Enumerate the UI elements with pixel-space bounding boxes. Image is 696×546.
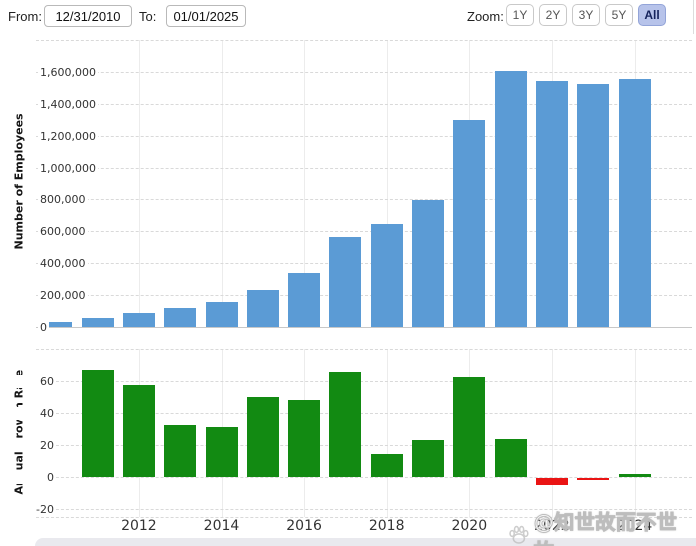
employees-ytick-600000: 600,000 xyxy=(38,225,88,239)
zoom-label: Zoom: xyxy=(467,9,504,24)
x-axis-label-2020: 2020 xyxy=(451,518,488,534)
to-label: To: xyxy=(139,9,157,24)
employees-axis-title: Number of Employees xyxy=(12,113,26,250)
employees-ytick-800000: 800,000 xyxy=(38,193,88,207)
employees-bar-2010[interactable] xyxy=(40,321,73,327)
employees-gridline-1600000 xyxy=(36,71,692,73)
watermark-text: @知世故而不世故 xyxy=(533,510,678,546)
zoom-button-group: 1Y 2Y 3Y 5Y All xyxy=(506,4,666,28)
employees-gridline-1800000 xyxy=(36,40,692,41)
paw-logo-icon xyxy=(509,525,529,544)
employees-bar-2022[interactable] xyxy=(535,81,568,327)
growth-bar-2016[interactable] xyxy=(288,400,321,477)
growth-ytick--20: -20 xyxy=(12,503,56,516)
x-axis-label-2022: 2022 xyxy=(534,518,570,534)
growth-bar-2017[interactable] xyxy=(329,371,362,477)
employees-gridline-600000 xyxy=(36,231,692,233)
vgridline-bottom-2022 xyxy=(551,349,553,517)
growth-bar-2018[interactable] xyxy=(370,453,403,477)
growth-gridline--25 xyxy=(36,517,692,518)
growth-bar-2022[interactable] xyxy=(535,478,568,485)
growth-gridline-80 xyxy=(36,349,692,350)
employees-bar-2024[interactable] xyxy=(618,78,651,327)
employees-bar-2023[interactable] xyxy=(577,83,610,327)
vgridline-bottom-2018 xyxy=(386,349,388,517)
growth-bar-2011[interactable] xyxy=(81,370,114,477)
from-label: From: xyxy=(8,9,42,24)
employees-bar-2020[interactable] xyxy=(453,120,486,327)
employees-gridline-400000 xyxy=(36,263,692,265)
employees-bar-2012[interactable] xyxy=(122,312,155,327)
employees-bar-2019[interactable] xyxy=(412,199,444,327)
growth-ytick-60: 60 xyxy=(12,375,56,388)
employees-gridline-1200000 xyxy=(36,135,692,137)
employees-x-axis-line xyxy=(36,327,692,328)
zoom-button-all[interactable]: All xyxy=(638,4,666,26)
x-axis-label-2012: 2012 xyxy=(121,518,157,534)
to-date-input[interactable] xyxy=(166,5,246,27)
growth-gridline-40 xyxy=(36,413,692,414)
growth-gridline-0 xyxy=(36,477,692,478)
vgridline-top-2018 xyxy=(386,40,388,327)
vgridline-top-2014 xyxy=(221,40,223,327)
employees-ytick-1200000: 1,200,000 xyxy=(38,129,98,143)
x-axis-label-2024: 2024 xyxy=(616,518,653,534)
zoom-button-1y[interactable]: 1Y xyxy=(506,4,534,26)
employees-ytick-1600000: 1,600,000 xyxy=(38,65,98,79)
growth-ytick-0: 0 xyxy=(12,471,56,484)
employees-ytick-0: 0 xyxy=(38,321,49,334)
x-axis-label-2018: 2018 xyxy=(368,518,405,534)
growth-bar-2019[interactable] xyxy=(412,439,444,477)
header-right-divider xyxy=(693,0,694,34)
growth-bar-2015[interactable] xyxy=(246,397,279,477)
employees-bar-2017[interactable] xyxy=(329,236,362,327)
growth-gridline-20 xyxy=(36,445,692,446)
employees-bar-2018[interactable] xyxy=(370,223,403,327)
employees-gridline-800000 xyxy=(36,199,692,201)
zoom-button-5y[interactable]: 5Y xyxy=(605,4,633,26)
employees-bar-2014[interactable] xyxy=(205,302,238,327)
growth-bar-2012[interactable] xyxy=(122,385,155,477)
growth-ytick-20: 20 xyxy=(12,439,56,452)
growth-bar-2021[interactable] xyxy=(494,438,527,477)
from-date-input[interactable] xyxy=(44,5,132,27)
growth-bar-2013[interactable] xyxy=(164,424,197,477)
growth-bar-2020[interactable] xyxy=(453,376,486,477)
vgridline-bottom-2024 xyxy=(634,349,636,517)
growth-gridline--20 xyxy=(36,509,692,510)
employees-gridline-1000000 xyxy=(36,167,692,169)
employees-ytick-1000000: 1,000,000 xyxy=(38,161,98,175)
employees-bar-2021[interactable] xyxy=(494,70,527,327)
growth-bar-2014[interactable] xyxy=(205,426,238,477)
growth-bar-2023[interactable] xyxy=(577,478,610,480)
employees-ytick-1400000: 1,400,000 xyxy=(38,97,98,111)
employees-gridline-200000 xyxy=(36,295,692,297)
x-axis-label-2016: 2016 xyxy=(286,518,322,534)
employees-bar-2015[interactable] xyxy=(246,290,279,327)
employees-bar-2013[interactable] xyxy=(164,308,197,327)
x-axis-label-2014: 2014 xyxy=(203,518,240,534)
vgridline-top-2016 xyxy=(304,40,306,327)
growth-gridline-60 xyxy=(36,381,692,382)
vgridline-top-2012 xyxy=(138,40,140,327)
growth-bar-2024[interactable] xyxy=(618,473,651,477)
bottom-panel-edge xyxy=(35,538,696,546)
employees-bar-2011[interactable] xyxy=(81,318,114,327)
zoom-button-3y[interactable]: 3Y xyxy=(572,4,600,26)
watermark: @知世故而不世故 xyxy=(507,506,696,546)
growth-ytick-40: 40 xyxy=(12,407,56,420)
employees-ytick-200000: 200,000 xyxy=(38,289,88,303)
employees-ytick-400000: 400,000 xyxy=(38,257,88,271)
employees-bar-2016[interactable] xyxy=(288,272,321,327)
zoom-button-2y[interactable]: 2Y xyxy=(539,4,567,26)
employees-gridline-1400000 xyxy=(36,103,692,105)
